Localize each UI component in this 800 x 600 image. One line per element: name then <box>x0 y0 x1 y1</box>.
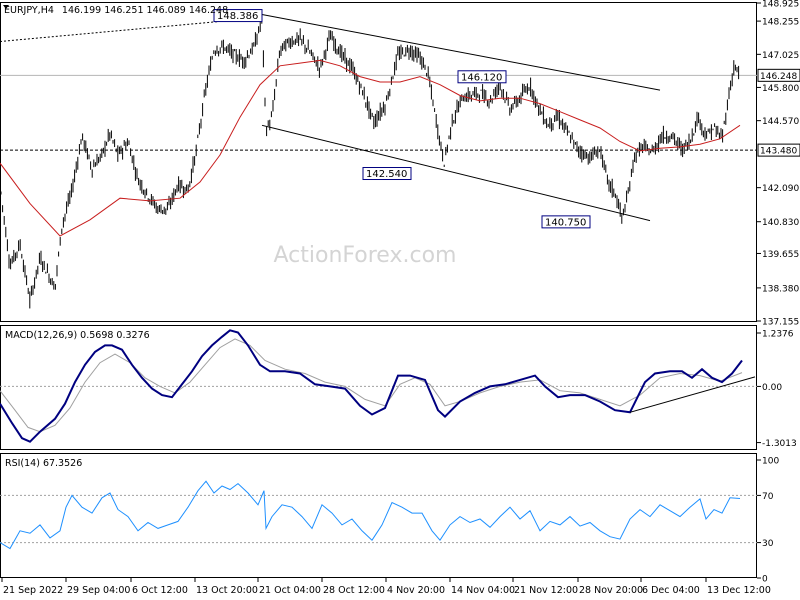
symbol-label: EURJPY,H4 <box>4 5 54 16</box>
macd-signal-line <box>0 338 743 433</box>
macd-panel-lines <box>0 329 756 443</box>
price-annotation-label: 142.540 <box>366 169 407 180</box>
price-tick-label: 145.800 <box>762 84 799 94</box>
time-tick-label: 14 Nov 04:00 <box>451 585 515 596</box>
price-annotation-label: 146.120 <box>461 72 502 83</box>
rsi-tick-label: 30 <box>762 539 774 549</box>
macd-panel-frame <box>0 325 757 450</box>
channel-upper-line <box>261 14 661 91</box>
price-annotations: 148.386146.120142.540140.750320146.24814… <box>213 9 800 229</box>
time-tick-label: 21 Oct 04:00 <box>259 585 321 596</box>
time-tick-label: 13 Oct 20:00 <box>196 585 258 596</box>
rsi-axis: 100 70 30 0 <box>757 457 779 585</box>
price-candles <box>0 17 740 309</box>
price-tick-label: 148.925 <box>762 0 799 10</box>
price-axis: 148.925 148.255 147.025 145.800 144.570 142.0… <box>757 0 799 328</box>
price-tick-label: 148.255 <box>762 18 799 28</box>
price-annotation-box <box>362 167 412 181</box>
price-annotation-box <box>541 215 591 229</box>
time-tick-label: 21 Sep 2022 <box>3 585 63 596</box>
time-tick-label: 28 Oct 12:00 <box>323 585 385 596</box>
price-tick-label: 147.025 <box>762 51 799 61</box>
rsi-panel-frame <box>0 453 757 578</box>
current-price-tag-label: 146.248 <box>760 72 797 82</box>
price-tick-label: 138.380 <box>762 284 799 294</box>
price-panel-frame <box>0 2 757 322</box>
chart-title: EURJPY,H4 146.199 146.251 146.089 146.24… <box>4 5 228 16</box>
current-price-tag <box>757 68 800 82</box>
dropdown-triangle-icon[interactable] <box>3 5 9 9</box>
time-tick-label: 28 Nov 20:00 <box>579 585 643 596</box>
channel-lower-line <box>261 124 651 222</box>
macd-tick-label: -1.3013 <box>762 439 797 449</box>
ohlc-values: 146.199 146.251 146.089 146.248 <box>62 5 228 16</box>
rsi-line <box>0 480 741 550</box>
support-level-tag <box>757 143 800 157</box>
macd-label: MACD(12,26,9) 0.5698 0.3276 <box>5 330 150 341</box>
price-panel-overlays <box>0 14 741 309</box>
rsi-label: RSI(14) 67.3526 <box>5 458 82 469</box>
price-tick-label: 144.570 <box>762 117 799 127</box>
price-annotation-box <box>457 70 507 84</box>
time-tick-label: 21 Nov 12:00 <box>514 585 578 596</box>
time-tick-label: 6 Dec 04:00 <box>642 585 700 596</box>
sma-line <box>0 59 741 237</box>
rsi-tick-label: 0 <box>762 575 768 585</box>
time-tick-label: 13 Dec 12:00 <box>707 585 771 596</box>
macd-main-line <box>0 329 743 443</box>
price-tick-label: 142.090 <box>762 184 799 194</box>
price-annotation-label: 148.386 <box>217 11 258 22</box>
price-panel-gridlines <box>0 74 757 151</box>
price-annotation-box <box>213 9 263 23</box>
time-tick-label: 4 Nov 20:00 <box>387 585 445 596</box>
time-axis: 21 Sep 2022 29 Sep 04:00 6 Oct 12:00 13 Oct… <box>1 578 771 596</box>
watermark: ActionForex.com <box>274 243 457 268</box>
time-tick-label: 6 Oct 12:00 <box>132 585 188 596</box>
rsi-tick-label: 100 <box>762 457 779 467</box>
macd-tick-label: 1.2376 <box>762 330 794 340</box>
rsi-panel-line <box>0 480 741 550</box>
price-annotation-label: 140.750 <box>545 217 586 228</box>
macd-tick-label: 0.00 <box>762 383 782 393</box>
time-tick-label: 29 Sep 04:00 <box>67 585 130 596</box>
price-tick-label: 137.155 <box>762 318 799 328</box>
macd-trendline <box>629 376 756 413</box>
rsi-tick-label: 70 <box>762 492 774 502</box>
price-tick-label: 139.655 <box>762 250 799 260</box>
macd-axis: 1.2376 0.00 -1.3013 <box>757 330 797 449</box>
price-tick-label: 140.830 <box>762 218 799 228</box>
support-level-tag-label: 143.480 <box>760 147 797 157</box>
